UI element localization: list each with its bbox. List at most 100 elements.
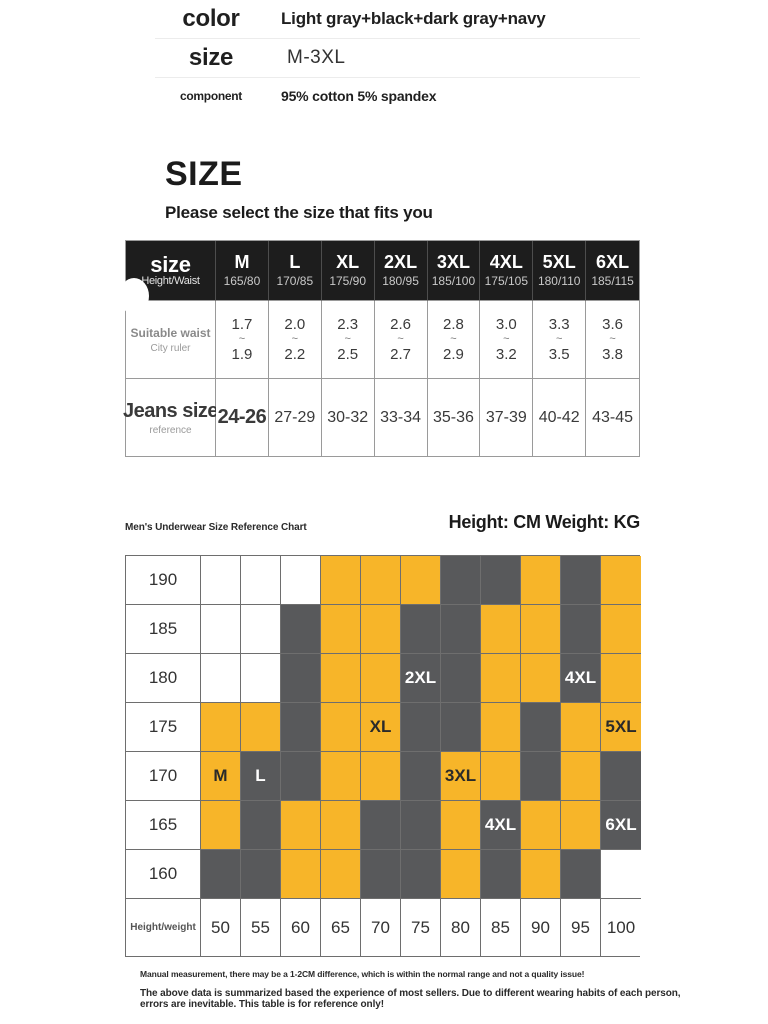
height-waist-value: 180/110 [537,274,581,289]
grid-cell [441,801,481,850]
grid-cell [561,850,601,899]
height-waist-value: 185/115 [591,274,634,289]
spec-label: component [180,89,242,103]
height-label: 180 [126,654,201,703]
weight-label: 60 [281,899,321,956]
waist-from: 3.0 [495,316,517,333]
size-region-label-cell: 3XL [441,752,481,801]
spec-value: 95% cotton 5% spandex [281,88,437,104]
weight-label: 65 [321,899,361,956]
weight-label: 95 [561,899,601,956]
size-name: 2XL [384,251,418,272]
grid-cell [521,850,561,899]
grid-cell [441,605,481,654]
grid-cell [201,605,241,654]
weight-label: 75 [401,899,441,956]
grid-cell [601,654,641,703]
jeans-size-value: 37-39 [485,408,527,426]
waist-separator: ~ [503,333,510,345]
height-label: 190 [126,556,201,605]
waist-separator: ~ [344,333,351,345]
height-label: 175 [126,703,201,752]
waist-to: 3.5 [548,346,570,363]
disclaimer-line-1: Manual measurement, there may be a 1-2CM… [140,969,585,979]
jeans-size-value: 33-34 [380,408,422,426]
waist-to: 3.8 [602,346,623,363]
grid-cell [601,556,641,605]
grid-cell [361,654,401,703]
grid-cell [201,703,241,752]
grid-cell [361,850,401,899]
grid-cell [481,556,521,605]
grid-cell [481,752,521,801]
jeans-label-bottom: reference [149,424,192,436]
grid-cell [241,654,281,703]
waist-value-cell: 3.0 ~3.2 [480,301,534,379]
size-column-header: 3XL 185/100 [427,241,481,301]
waist-to: 2.9 [443,346,464,363]
waist-row-label-cell: Suitable waist City ruler [126,301,216,379]
jeans-value-cell: 40-42 [533,379,587,456]
waist-to: 2.7 [390,346,411,363]
axis-corner-label: Height/weight [126,899,201,956]
grid-cell [521,654,561,703]
grid-cell [361,752,401,801]
grid-cell [281,654,321,703]
height-waist-value: 165/80 [223,274,261,289]
height-waist-value: 175/90 [329,274,367,289]
grid-cell [521,556,561,605]
jeans-row-label-cell: Jeans size reference [123,379,219,456]
grid-cell [521,605,561,654]
waist-from: 3.3 [548,316,570,333]
jeans-size-value: 27-29 [274,408,316,426]
grid-cell [201,801,241,850]
jeans-value-cell: 30-32 [321,379,375,456]
grid-cell [561,752,601,801]
spec-label: size [188,44,234,71]
size-name: M [234,251,250,272]
waist-to: 2.5 [337,346,359,363]
spec-row: size M-3XL [155,39,640,78]
waist-label-top: Suitable waist [130,325,211,340]
disclaimers: Manual measurement, there may be a 1-2CM… [140,969,700,1010]
size-region-label-cell: XL [361,703,401,752]
grid-cell [281,752,321,801]
product-specs: color Light gray+black+dark gray+navy size… [155,0,640,114]
waist-separator: ~ [555,333,563,345]
grid-cell [441,703,481,752]
spec-value: Light gray+black+dark gray+navy [281,9,546,28]
grid-cell [521,703,561,752]
waist-value-cell: 2.6 ~2.7 [374,301,428,379]
grid-cell [441,654,481,703]
spec-row: component 95% cotton 5% spandex [155,78,640,114]
weight-label: 50 [201,899,241,956]
size-name: XL [336,251,360,272]
waist-from: 3.6 [602,316,623,333]
jeans-size-value: 24-26 [217,406,267,428]
jeans-value-cell: 35-36 [427,379,481,456]
waist-value-cell: 3.3 ~3.5 [533,301,587,379]
corner-label-top: size [150,252,191,277]
size-name: 4XL [489,251,523,272]
grid-cell [481,850,521,899]
grid-cell [281,703,321,752]
height-waist-value: 175/105 [484,274,528,289]
size-region-label-cell: L [241,752,281,801]
jeans-size-value: 43-45 [592,408,634,426]
size-name: 6XL [596,251,630,272]
grid-cell [241,605,281,654]
grid-cell [321,556,361,605]
height-label: 165 [126,801,201,850]
grid-cell [321,850,361,899]
spec-label: color [182,5,240,32]
grid-cell [601,850,641,899]
waist-from: 2.0 [284,316,306,333]
waist-separator: ~ [450,333,457,345]
grid-cell [481,654,521,703]
height-waist-value: 185/100 [431,274,476,289]
size-region-label-cell: 6XL [601,801,641,850]
weight-label: 80 [441,899,481,956]
height-waist-value: 170/85 [276,274,314,289]
jeans-value-cell: 37-39 [480,379,534,456]
